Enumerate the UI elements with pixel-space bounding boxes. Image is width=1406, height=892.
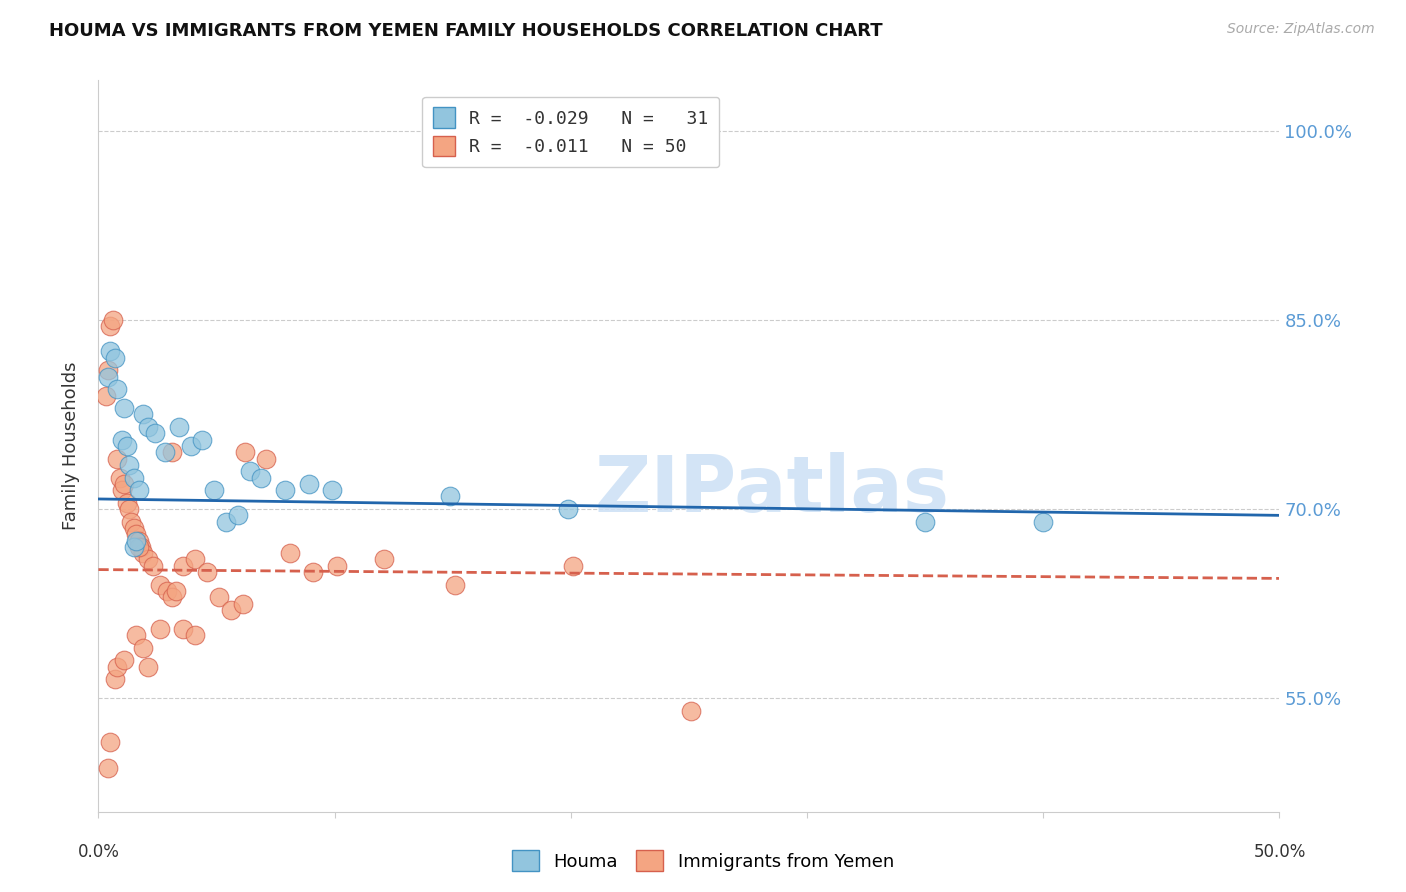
Point [219,603,242,617]
Point [111,433,134,447]
Point [94,388,117,402]
Point [914,515,936,529]
Point [202,483,225,497]
Point [105,451,128,466]
Point [191,433,214,447]
Point [128,533,150,548]
Point [153,445,176,459]
Point [326,558,349,573]
Point [226,508,249,523]
Point [104,351,127,365]
Point [233,445,256,459]
Point [97,761,120,775]
Point [165,584,187,599]
Point [302,565,325,579]
Point [136,552,159,566]
Text: ZIPatlas: ZIPatlas [595,452,949,528]
Point [128,483,150,497]
Point [132,640,155,655]
Legend: Houma, Immigrants from Yemen: Houma, Immigrants from Yemen [505,843,901,879]
Point [321,483,343,497]
Point [136,659,159,673]
Point [115,439,138,453]
Point [125,628,148,642]
Point [118,458,141,472]
Point [239,464,262,478]
Point [101,313,124,327]
Point [125,533,148,548]
Point [149,622,172,636]
Point [121,515,143,529]
Point [105,382,128,396]
Point [122,521,145,535]
Point [160,445,183,459]
Point [250,470,273,484]
Point [195,565,218,579]
Point [274,483,297,497]
Point [184,628,207,642]
Text: 50.0%: 50.0% [1253,843,1306,862]
Point [149,578,172,592]
Point [180,439,202,453]
Point [112,476,135,491]
Text: HOUMA VS IMMIGRANTS FROM YEMEN FAMILY HOUSEHOLDS CORRELATION CHART: HOUMA VS IMMIGRANTS FROM YEMEN FAMILY HO… [49,22,883,40]
Point [112,401,135,416]
Point [132,408,155,422]
Point [143,426,166,441]
Point [125,527,148,541]
Point [278,546,301,560]
Point [215,515,238,529]
Point [439,490,461,504]
Point [98,735,121,749]
Point [172,622,194,636]
Point [97,363,120,377]
Point [172,558,194,573]
Point [136,420,159,434]
Point [167,420,190,434]
Point [98,319,121,334]
Point [122,470,145,484]
Point [1032,515,1054,529]
Point [104,673,127,687]
Point [118,502,141,516]
Legend: R =  -0.029   N =   31, R =  -0.011   N = 50: R = -0.029 N = 31, R = -0.011 N = 50 [422,96,720,167]
Point [129,540,152,554]
Point [111,483,134,497]
Point [160,591,183,605]
Point [128,540,150,554]
Point [681,704,703,718]
Point [254,451,277,466]
Point [557,502,579,516]
Point [208,591,231,605]
Point [132,546,155,560]
Point [444,578,467,592]
Text: 0.0%: 0.0% [77,843,120,862]
Point [122,540,145,554]
Point [142,558,165,573]
Point [184,552,207,566]
Text: Source: ZipAtlas.com: Source: ZipAtlas.com [1227,22,1375,37]
Y-axis label: Family Households: Family Households [62,362,80,530]
Point [373,552,395,566]
Point [115,496,138,510]
Point [562,558,585,573]
Point [97,369,120,384]
Point [231,597,253,611]
Point [112,653,135,667]
Point [108,470,131,484]
Point [298,476,321,491]
Point [105,659,128,673]
Point [156,584,179,599]
Point [98,344,121,359]
